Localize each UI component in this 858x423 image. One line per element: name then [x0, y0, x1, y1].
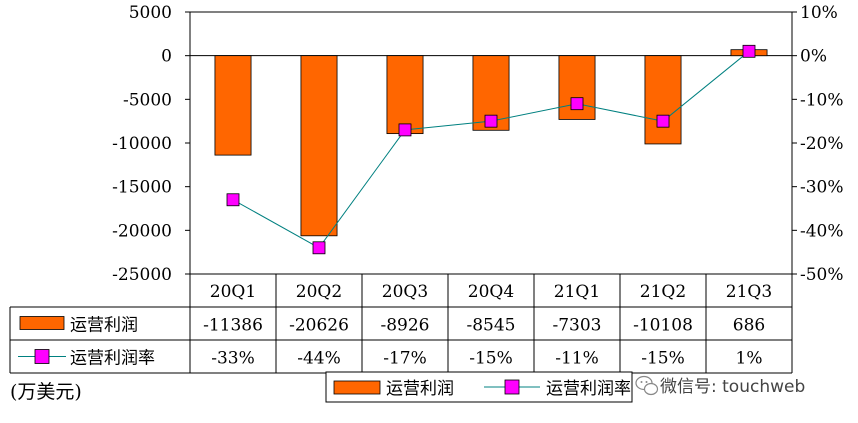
bar-20Q1 [214, 55, 252, 156]
plot-frame [189, 11, 793, 275]
margin-value: -15% [641, 349, 685, 369]
profit-value: -11386 [203, 316, 263, 336]
point-20Q3 [398, 123, 412, 137]
right-tick-label: -50% [800, 265, 844, 285]
unit-label: (万美元) [10, 381, 82, 403]
point-20Q1 [226, 193, 240, 207]
row-label-margin: 运营利润率 [70, 349, 155, 369]
right-tick-label: -30% [800, 178, 844, 198]
point-21Q1 [570, 97, 584, 111]
left-tick-label: 0 [161, 47, 172, 67]
category-label: 20Q4 [468, 282, 514, 302]
right-tick-label: -10% [800, 90, 844, 110]
left-tick-label: -10000 [112, 134, 172, 154]
point-20Q2 [312, 241, 326, 255]
category-label: 21Q2 [640, 282, 686, 302]
profit-value: -7303 [552, 316, 601, 336]
profit-value: -8545 [466, 316, 515, 336]
point-21Q2 [656, 114, 670, 128]
watermark-text: 微信号: touchweb [660, 377, 805, 397]
margin-value: -17% [383, 349, 427, 369]
wechat-icon [635, 375, 659, 396]
bar-series [214, 49, 768, 237]
line-series [226, 44, 756, 255]
legend-bar-swatch [333, 380, 381, 395]
profit-value: -8926 [380, 316, 429, 336]
point-20Q4 [484, 114, 498, 128]
row-bar-swatch [19, 316, 65, 330]
margin-value: 1% [736, 349, 763, 369]
legend-bar-label: 运营利润 [386, 379, 454, 399]
left-tick-label: -15000 [112, 178, 172, 198]
margin-value: -33% [211, 349, 255, 369]
margin-value: -15% [469, 349, 513, 369]
row-label-profit: 运营利润 [70, 316, 138, 336]
watermark: 微信号: touchweb [635, 375, 805, 397]
category-label: 20Q3 [382, 282, 428, 302]
category-label: 20Q2 [296, 282, 342, 302]
profit-value: 686 [733, 316, 765, 336]
point-21Q3 [742, 44, 756, 58]
bar-21Q2 [644, 55, 682, 145]
right-tick-label: 0% [800, 47, 827, 67]
row-line-marker [34, 349, 50, 364]
legend-line-marker [504, 379, 520, 395]
right-axis: 10% 0% -10% -20% -30% -40% -50% [792, 3, 844, 285]
left-axis: 5000 0 -5000 -10000 -15000 -20000 -25000 [112, 3, 792, 285]
margin-value: -11% [555, 349, 599, 369]
category-label: 20Q1 [210, 282, 256, 302]
right-tick-label: 10% [800, 3, 838, 23]
profit-value: -10108 [633, 316, 693, 336]
category-label: 21Q1 [554, 282, 600, 302]
category-label: 21Q3 [726, 282, 772, 302]
left-tick-label: 5000 [129, 3, 172, 23]
left-tick-label: -5000 [123, 90, 172, 110]
bar-20Q3 [386, 55, 424, 135]
bar-20Q2 [300, 55, 338, 237]
right-tick-label: -40% [800, 221, 844, 241]
legend-line-label: 运营利润率 [546, 379, 631, 399]
right-tick-label: -20% [800, 134, 844, 154]
profit-value: -20626 [289, 316, 349, 336]
left-tick-label: -25000 [112, 265, 172, 285]
margin-value: -44% [297, 349, 341, 369]
left-tick-label: -20000 [112, 221, 172, 241]
legend: 运营利润 运营利润率 [325, 371, 633, 403]
